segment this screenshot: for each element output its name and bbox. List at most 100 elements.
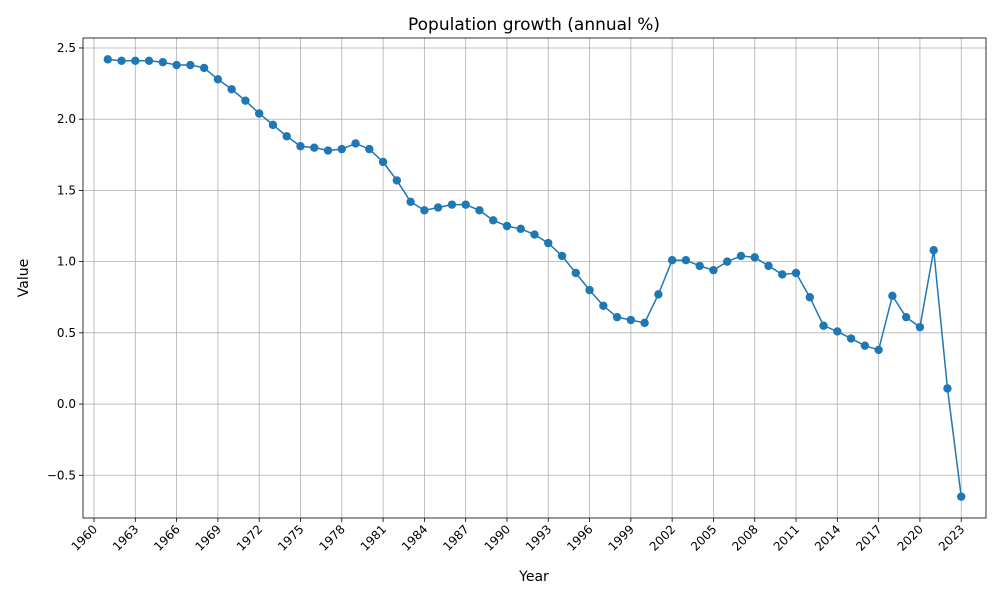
- data-point: [199, 63, 209, 73]
- data-point: [461, 200, 470, 209]
- data-point: [888, 291, 897, 300]
- x-tick-label: 2008: [729, 522, 760, 553]
- y-tick-label: −0.5: [47, 468, 76, 482]
- y-tick-label: 0.5: [57, 326, 76, 340]
- x-tick-label: 1975: [275, 522, 306, 553]
- data-point: [874, 345, 883, 355]
- x-axis-label: Year: [518, 569, 549, 585]
- data-point: [516, 224, 525, 234]
- data-point: [351, 139, 360, 148]
- x-tick-label: 2005: [688, 522, 719, 553]
- data-point: [943, 384, 952, 393]
- data-point: [736, 251, 746, 261]
- data-point: [241, 96, 250, 105]
- data-point: [103, 55, 112, 64]
- data-point: [544, 238, 553, 248]
- x-tick-label: 2017: [853, 522, 884, 553]
- data-point: [695, 261, 704, 271]
- data-point: [791, 268, 801, 278]
- data-point: [957, 492, 966, 501]
- data-point: [778, 270, 787, 279]
- data-point: [612, 312, 622, 322]
- data-point: [489, 216, 498, 225]
- data-point: [833, 327, 842, 336]
- y-tick-label: 2.0: [57, 112, 76, 126]
- axis-ticks: 1960 1963 1966 1969 1972 1975 1978 1981 1984 1987…: [47, 41, 967, 554]
- data-point: [709, 265, 718, 275]
- data-point: [213, 75, 223, 84]
- data-point: [667, 256, 677, 265]
- data-point: [392, 176, 402, 185]
- data-point: [131, 56, 140, 65]
- data-point: [268, 120, 278, 130]
- data-point: [296, 142, 305, 151]
- x-tick-label: 1981: [358, 522, 389, 553]
- x-tick-label: 2014: [812, 522, 843, 553]
- x-tick-label: 2002: [647, 522, 678, 553]
- y-axis-label: Value: [16, 259, 32, 297]
- x-tick-label: 1987: [440, 522, 471, 553]
- x-tick-label: 2011: [771, 522, 802, 553]
- data-point: [599, 301, 608, 310]
- data-point: [172, 60, 181, 70]
- data-point: [282, 132, 291, 141]
- data-point: [337, 144, 346, 154]
- data-point: [365, 144, 374, 154]
- data-point: [901, 312, 911, 322]
- data-point: [860, 341, 870, 350]
- x-tick-label: 1996: [564, 522, 595, 553]
- y-tick-label: 1.0: [57, 255, 76, 269]
- series-line: [107, 58, 962, 497]
- data-point: [255, 109, 264, 118]
- x-tick-label: 2020: [895, 522, 926, 553]
- x-tick-label: 2023: [936, 522, 967, 553]
- plot-frame: [82, 37, 987, 519]
- data-point: [626, 315, 636, 325]
- data-point: [805, 293, 814, 302]
- data-point: [378, 157, 388, 167]
- x-tick-label: 1990: [482, 522, 513, 553]
- data-point: [310, 143, 319, 152]
- data-point: [420, 206, 429, 215]
- data-point: [929, 246, 938, 255]
- data-point: [227, 85, 236, 94]
- chart-title: Population growth (annual %): [408, 15, 660, 35]
- data-point: [585, 285, 594, 295]
- data-point: [915, 322, 925, 332]
- data-point: [640, 318, 649, 328]
- x-tick-label: 1984: [399, 522, 430, 553]
- data-point: [846, 334, 856, 343]
- data-point: [764, 261, 773, 271]
- data-point: [186, 60, 195, 70]
- data-point: [723, 257, 732, 266]
- x-tick-label: 1978: [316, 522, 347, 553]
- data-point: [571, 268, 580, 278]
- data-point: [117, 56, 126, 65]
- x-tick-label: 1972: [234, 522, 265, 553]
- data-point: [681, 256, 691, 265]
- x-tick-label: 1960: [69, 522, 100, 553]
- x-tick-label: 1993: [523, 522, 554, 553]
- x-tick-label: 1969: [193, 522, 224, 553]
- x-tick-label: 1999: [605, 522, 636, 553]
- data-point: [819, 321, 828, 330]
- x-tick-label: 1963: [110, 522, 141, 553]
- data-point: [530, 230, 539, 239]
- y-tick-label: 1.5: [57, 183, 76, 197]
- data-point: [502, 221, 512, 231]
- data-point: [557, 251, 567, 261]
- y-tick-label: 2.5: [57, 41, 76, 55]
- data-point: [158, 58, 168, 67]
- series-line-layer: [103, 55, 966, 501]
- data-point: [144, 56, 154, 65]
- data-point: [475, 206, 484, 215]
- data-point: [654, 290, 663, 299]
- data-point: [447, 200, 457, 209]
- data-point: [406, 197, 415, 206]
- y-tick-label: 0.0: [57, 397, 76, 411]
- data-point: [750, 253, 759, 262]
- data-point: [323, 146, 333, 155]
- grid-lines: [83, 38, 986, 518]
- x-tick-label: 1966: [151, 522, 182, 553]
